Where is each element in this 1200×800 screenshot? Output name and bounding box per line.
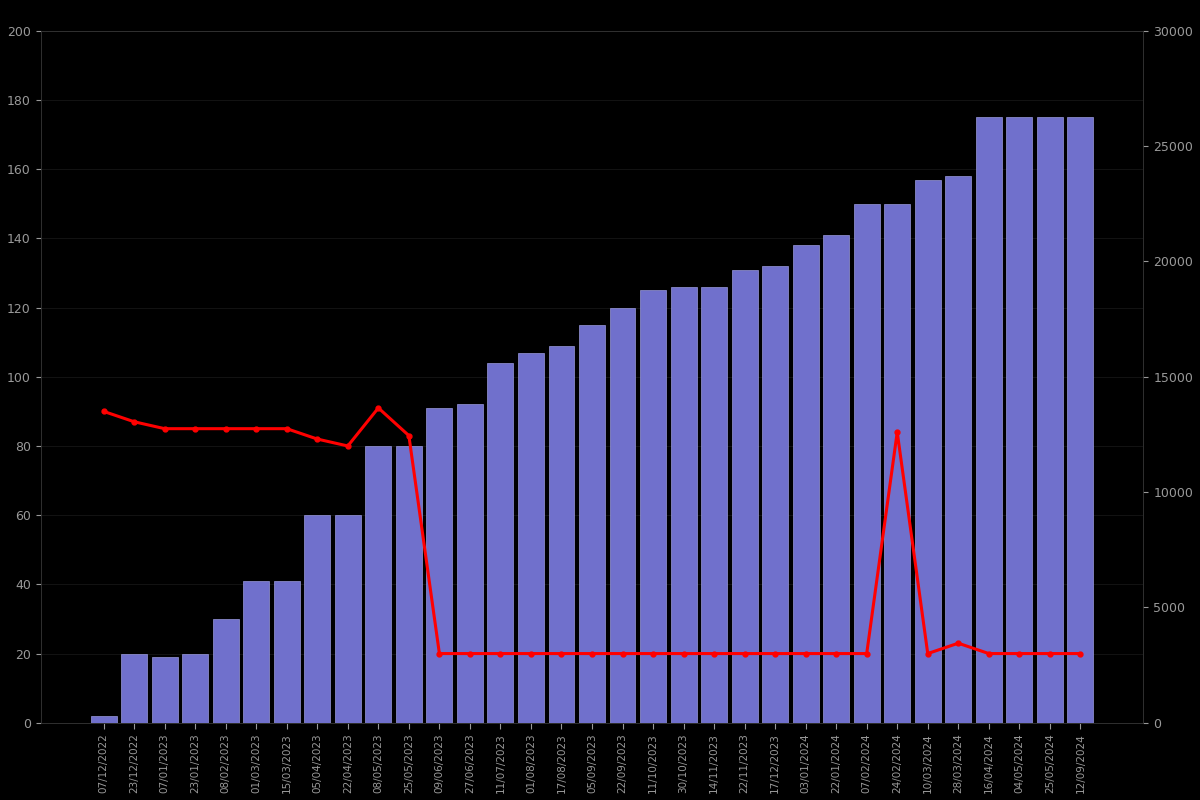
Bar xyxy=(151,657,178,722)
Bar xyxy=(884,204,910,722)
Bar xyxy=(1037,118,1063,722)
Bar xyxy=(274,581,300,722)
Bar xyxy=(610,307,636,722)
Bar xyxy=(671,287,696,722)
Legend:  xyxy=(589,3,595,9)
Bar xyxy=(762,266,788,722)
Bar xyxy=(212,619,239,722)
Bar xyxy=(426,408,452,722)
Bar xyxy=(396,446,422,722)
Bar xyxy=(305,515,330,722)
Bar xyxy=(793,246,818,722)
Bar xyxy=(823,235,850,722)
Bar xyxy=(946,176,971,722)
Bar xyxy=(182,654,208,722)
Bar xyxy=(853,204,880,722)
Bar xyxy=(518,353,544,722)
Bar xyxy=(91,716,116,722)
Bar xyxy=(335,515,361,722)
Bar xyxy=(457,405,482,722)
Bar xyxy=(548,346,575,722)
Bar xyxy=(701,287,727,722)
Bar xyxy=(487,363,514,722)
Bar xyxy=(914,179,941,722)
Bar xyxy=(365,446,391,722)
Bar xyxy=(244,581,269,722)
Bar xyxy=(732,270,757,722)
Bar xyxy=(1067,118,1093,722)
Bar xyxy=(121,654,148,722)
Bar xyxy=(976,118,1002,722)
Bar xyxy=(1007,118,1032,722)
Bar xyxy=(640,290,666,722)
Bar xyxy=(580,325,605,722)
